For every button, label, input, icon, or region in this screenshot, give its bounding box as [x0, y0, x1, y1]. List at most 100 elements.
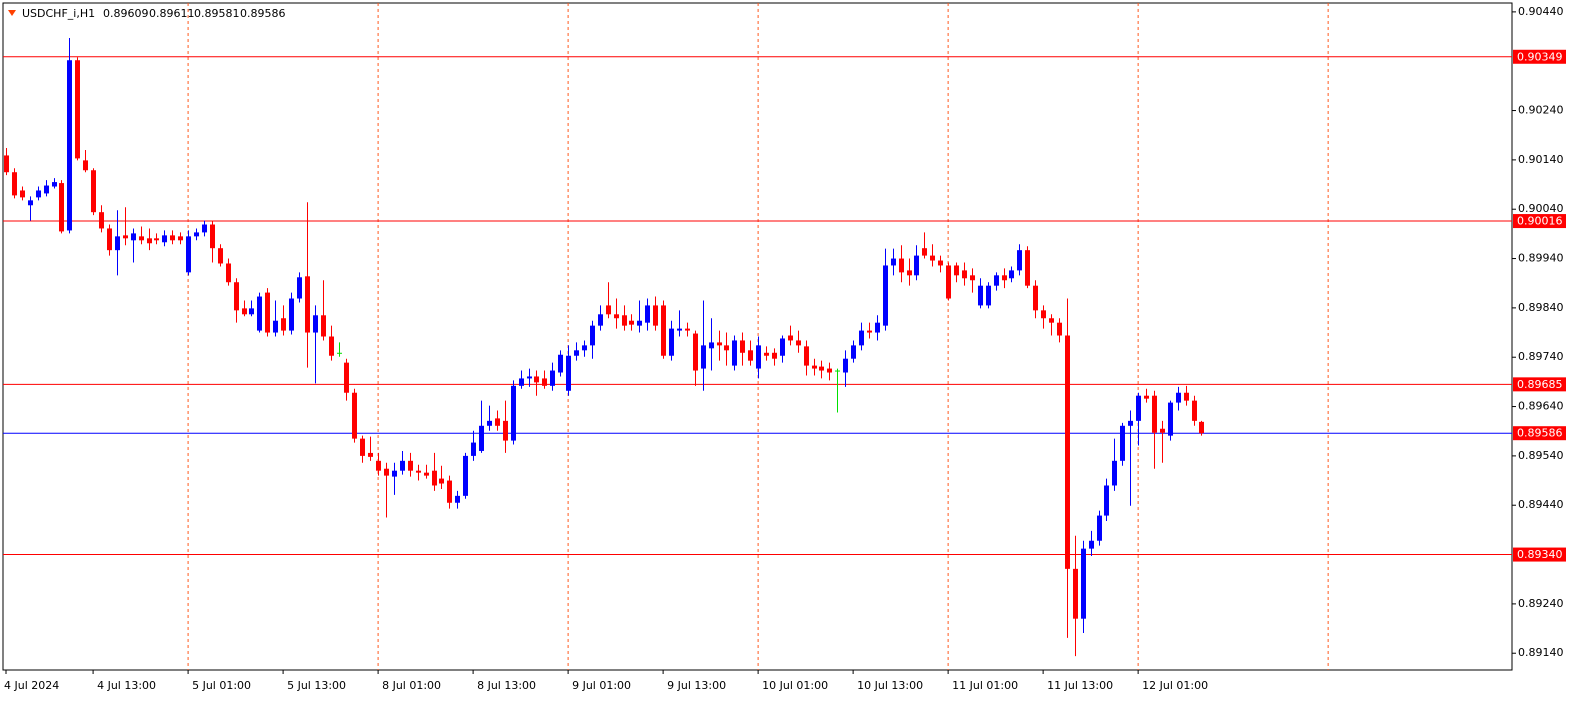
candle-body — [44, 185, 49, 194]
candle-body — [732, 340, 737, 366]
candle-body — [534, 376, 539, 383]
candle-body — [257, 296, 262, 331]
candle-body — [503, 420, 508, 441]
candle-body — [978, 285, 983, 306]
candle-body — [693, 333, 698, 371]
candle-body — [1089, 540, 1094, 549]
candle-body — [519, 378, 524, 386]
candle-body — [772, 352, 777, 359]
candle-body — [471, 442, 476, 456]
candle-body — [408, 460, 413, 471]
candle-body — [899, 258, 904, 273]
candle-body — [147, 238, 152, 244]
candle-body — [606, 305, 611, 315]
candle-body — [1049, 318, 1054, 323]
candle-body — [812, 365, 817, 369]
candle-body — [360, 438, 365, 456]
candle-body — [297, 277, 302, 299]
candle-body — [1025, 250, 1030, 286]
candle-body — [550, 370, 555, 386]
x-tick-label: 11 Jul 01:00 — [952, 679, 1018, 692]
candle-body — [59, 183, 64, 232]
candle-body — [542, 378, 547, 386]
candle-body — [186, 236, 191, 273]
candle-body — [946, 265, 951, 299]
candle-body — [432, 470, 437, 486]
candle-body — [305, 276, 310, 333]
candle-body — [582, 345, 587, 351]
candle-body — [748, 350, 753, 361]
candle-body — [859, 330, 864, 346]
candle-body — [1168, 402, 1173, 436]
candle-body — [162, 235, 167, 243]
candle-body — [930, 255, 935, 261]
candle-body — [12, 172, 17, 196]
candle-body — [780, 338, 785, 356]
y-tick-label: 0.90240 — [1518, 104, 1564, 117]
level-label: 0.90349 — [1517, 50, 1563, 63]
y-tick-label: 0.89140 — [1518, 646, 1564, 659]
level-label-box — [1513, 214, 1566, 229]
candle-body — [1152, 395, 1157, 433]
candle-body — [867, 330, 872, 333]
candle-body — [194, 232, 199, 237]
candle-body — [424, 472, 429, 476]
y-tick-label: 0.89940 — [1518, 252, 1564, 265]
candle-body — [392, 470, 397, 477]
candle-body — [36, 190, 41, 198]
candle-body — [439, 478, 444, 484]
candle-body — [788, 335, 793, 341]
candle-body — [907, 270, 912, 276]
candle-body — [1199, 421, 1204, 434]
candle-body — [416, 470, 421, 473]
y-tick-label: 0.89440 — [1518, 498, 1564, 511]
candle-body — [954, 265, 959, 276]
candle-body — [661, 305, 666, 356]
candle-body — [463, 455, 468, 496]
candle-body — [249, 308, 254, 315]
candle-body — [1065, 335, 1070, 569]
candle-body — [1112, 460, 1117, 486]
y-tick-label: 0.89640 — [1518, 400, 1564, 413]
candle-body — [1041, 310, 1046, 319]
x-tick-label: 12 Jul 01:00 — [1142, 679, 1208, 692]
candle-body — [154, 238, 159, 241]
y-tick-label: 0.89840 — [1518, 301, 1564, 314]
level-label: 0.89685 — [1517, 378, 1563, 391]
candle-body — [701, 345, 706, 369]
candle-body — [614, 314, 619, 319]
candle-body — [226, 263, 231, 283]
header-open: 0.89609 — [103, 7, 149, 20]
level-label-box — [1513, 377, 1566, 392]
candle-body — [764, 352, 769, 356]
candle-body — [218, 248, 223, 264]
candle-body — [234, 282, 239, 311]
candle-body — [20, 190, 25, 198]
header-low: 0.89581 — [194, 7, 240, 20]
candle-body — [115, 236, 120, 251]
candle-body — [645, 305, 650, 323]
candle-body — [1002, 275, 1007, 281]
y-tick-label: 0.90040 — [1518, 202, 1564, 215]
marks — [3, 3, 1512, 670]
candle-body — [281, 318, 286, 331]
candle-body — [337, 352, 342, 354]
candle-body — [962, 270, 967, 279]
y-tick-label: 0.90440 — [1518, 5, 1564, 18]
candle-body — [368, 452, 373, 457]
candle-body — [558, 354, 563, 373]
candle-body — [1097, 515, 1102, 541]
candle-body — [273, 320, 278, 333]
y-tick-label: 0.90140 — [1518, 153, 1564, 166]
candle-body — [1081, 548, 1086, 619]
candle-body — [83, 160, 88, 171]
candle-body — [653, 305, 658, 326]
candle-body — [717, 342, 722, 346]
symbol: USDCHF_i,H1 — [22, 7, 95, 20]
candle-body — [313, 315, 318, 333]
level-label-box — [1513, 547, 1566, 562]
x-tick-label: 5 Jul 13:00 — [287, 679, 346, 692]
candle-body — [265, 292, 270, 333]
candle-body — [4, 155, 9, 173]
y-tick-label: 0.89240 — [1518, 597, 1564, 610]
